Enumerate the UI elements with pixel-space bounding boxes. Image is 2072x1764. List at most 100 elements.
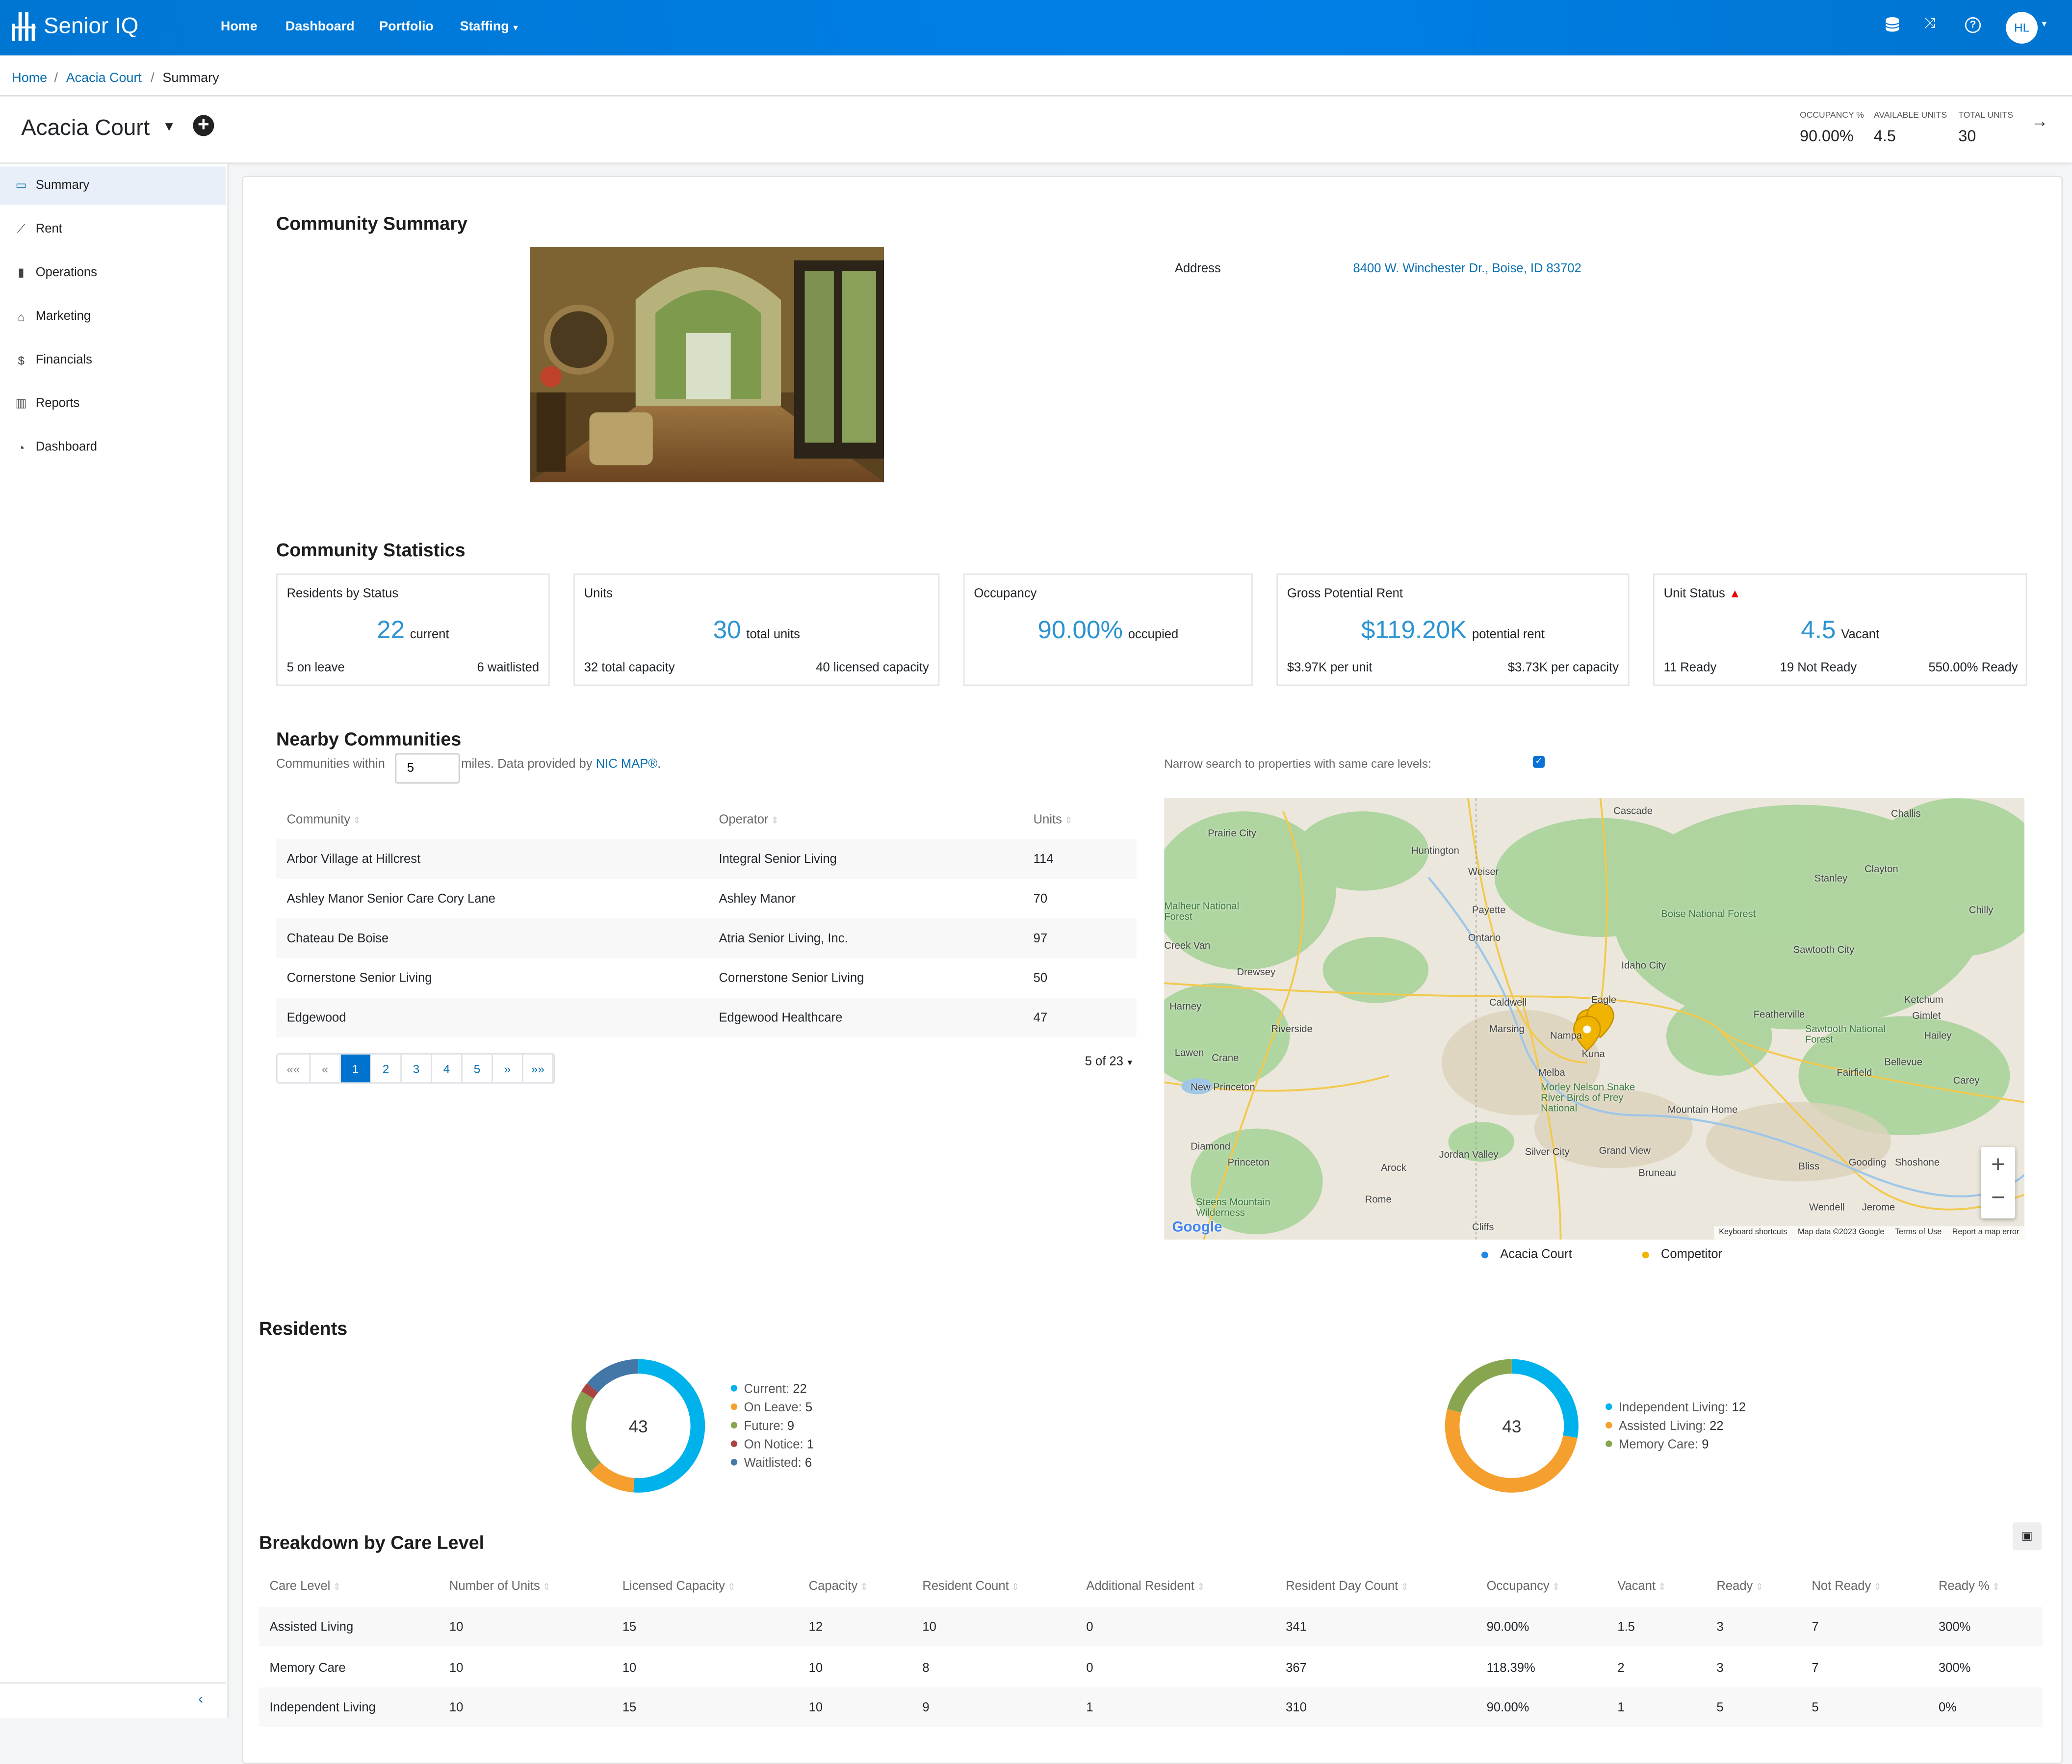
zoom-in-button[interactable]: + — [1991, 1151, 2005, 1178]
column-header-occupancy[interactable]: Occupancy ⇕ — [1487, 1579, 1560, 1594]
column-header-resident-day-count[interactable]: Resident Day Count ⇕ — [1286, 1579, 1408, 1594]
help-icon[interactable]: ? — [1965, 17, 1981, 33]
competitor-pins[interactable] — [1573, 1002, 1614, 1052]
line-chart-icon: ⟋ — [17, 222, 26, 235]
database-icon[interactable] — [1885, 17, 1899, 36]
community-select-caret-icon[interactable]: ▼ — [162, 120, 176, 135]
donut-slice-waitlisted[interactable] — [587, 1359, 639, 1393]
table-row[interactable]: Cornerstone Senior Living Cornerstone Sen… — [276, 958, 1137, 998]
table-row[interactable]: Ashley Manor Senior Care Cory Lane Ashley… — [276, 879, 1137, 918]
donut-slice-memory-care[interactable] — [1447, 1359, 1512, 1413]
breadcrumb-community[interactable]: Acacia Court — [66, 71, 142, 86]
page-button-««[interactable]: «« — [278, 1054, 311, 1083]
table-row[interactable]: Independent Living 10 15 10 9 1 310 90.00% 1 5 5 0% — [259, 1687, 2043, 1727]
table-row[interactable]: Arbor Village at Hillcrest Integral Senio… — [276, 839, 1137, 879]
column-header-resident-count[interactable]: Resident Count ⇕ — [922, 1579, 1019, 1594]
legend-item-memory-care[interactable]: Memory Care: 9 — [1606, 1438, 1746, 1456]
column-header-units[interactable]: Units ⇕ — [1034, 813, 1073, 828]
brand-logo[interactable]: Senior IQ — [12, 12, 138, 41]
table-row[interactable]: Assisted Living 10 15 12 10 0 341 90.00% 1.5 3 7 30… — [259, 1607, 2043, 1647]
column-header-additional-resident[interactable]: Additional Resident ⇕ — [1086, 1579, 1205, 1594]
kpi-total-units-value: 30 — [1958, 127, 1976, 146]
nav-portfolio[interactable]: Portfolio — [379, 20, 434, 35]
table-row[interactable]: Edgewood Edgewood Healthcare 47 — [276, 997, 1137, 1038]
nic-map-link[interactable]: NIC MAP® — [596, 757, 658, 772]
nav-staffing[interactable]: Staffing ▼ — [460, 20, 519, 34]
donut-slice-on-leave[interactable] — [590, 1462, 635, 1493]
page-button-1[interactable]: 1 — [341, 1054, 371, 1083]
arrow-right-icon[interactable]: → — [2031, 111, 2048, 131]
legend-item-future[interactable]: Future: 9 — [730, 1419, 814, 1438]
page-button-2[interactable]: 2 — [371, 1054, 402, 1083]
radius-miles-input[interactable] — [395, 753, 460, 784]
legend-acacia-court: Acacia Court — [1500, 1246, 1572, 1262]
sidebar-item-dashboard[interactable]: ◔ Dashboard — [0, 428, 226, 467]
column-header-ready[interactable]: Ready ⇕ — [1716, 1579, 1763, 1594]
keyboard-shortcuts-link[interactable]: Keyboard shortcuts — [1719, 1229, 1787, 1237]
sort-icon: ⇕ — [1197, 1583, 1205, 1593]
add-circle-icon[interactable]: + — [193, 115, 214, 136]
page-button-3[interactable]: 3 — [402, 1054, 432, 1083]
table-row[interactable]: Chateau De Boise Atria Senior Living, Inc… — [276, 918, 1137, 959]
column-header-vacant[interactable]: Vacant ⇕ — [1617, 1579, 1666, 1594]
page-button-»»[interactable]: »» — [523, 1054, 554, 1083]
column-header-operator[interactable]: Operator ⇕ — [719, 813, 778, 828]
donut-slice-on-notice[interactable] — [581, 1383, 598, 1399]
donut-slice-future[interactable] — [571, 1391, 601, 1473]
nav-dashboard[interactable]: Dashboard — [285, 20, 355, 35]
column-header-capacity[interactable]: Capacity ⇕ — [809, 1579, 868, 1594]
table-row[interactable]: Memory Care 10 10 10 8 0 367 118.39% 2 3 7 300% — [259, 1647, 2043, 1687]
page-button-4[interactable]: 4 — [432, 1054, 463, 1083]
sidebar-item-rent[interactable]: ⟋ Rent — [0, 210, 226, 248]
breadcrumb-home[interactable]: Home — [12, 71, 48, 86]
column-header-not-ready[interactable]: Not Ready ⇕ — [1812, 1579, 1881, 1594]
donut-slice-current[interactable] — [633, 1359, 705, 1493]
legend-item-assisted-living[interactable]: Assisted Living: 22 — [1606, 1419, 1746, 1438]
page-size-select[interactable]: 5 of 23 ▼ — [1085, 1055, 1134, 1069]
legend-item-on-notice[interactable]: On Notice: 1 — [730, 1438, 814, 1456]
collapse-sidebar-chevron-icon[interactable]: ‹ — [198, 1691, 203, 1708]
stat-card-title: Unit Status ▲ — [1664, 587, 1741, 601]
column-header-ready-[interactable]: Ready % ⇕ — [1939, 1579, 2000, 1594]
nav-home[interactable]: Home — [220, 20, 258, 35]
sidebar-item-financials[interactable]: $ Financials — [0, 341, 226, 379]
page-button-«[interactable]: « — [311, 1054, 341, 1083]
shuffle-icon[interactable]: ⤨ — [1924, 16, 1936, 32]
user-avatar[interactable]: HL — [2006, 12, 2038, 44]
sidebar-item-operations[interactable]: ▮ Operations — [0, 254, 226, 292]
sidebar-item-reports[interactable]: ▥ Reports — [0, 385, 226, 423]
map-label: Creek Van — [1164, 939, 1211, 952]
report-map-error-link[interactable]: Report a map error — [1952, 1229, 2020, 1237]
table-cell: 10 — [622, 1660, 637, 1675]
donut-slice-independent-living[interactable] — [1511, 1359, 1579, 1438]
legend-item-waitlisted[interactable]: Waitlisted: 6 — [730, 1456, 814, 1475]
terms-of-use-link[interactable]: Terms of Use — [1894, 1229, 1942, 1237]
column-header-number-of-units[interactable]: Number of Units ⇕ — [449, 1579, 550, 1594]
legend-value: 9 — [1702, 1437, 1709, 1453]
column-header-care-level[interactable]: Care Level ⇕ — [270, 1579, 341, 1594]
legend-item-current[interactable]: Current: 22 — [730, 1382, 814, 1401]
address-link[interactable]: 8400 W. Winchester Dr., Boise, ID 83702 — [1353, 261, 1581, 277]
sidebar-item-summary[interactable]: ▭ Summary — [0, 166, 226, 205]
map-label: Payette — [1472, 904, 1506, 916]
page-button-»[interactable]: » — [493, 1054, 523, 1083]
legend-item-on-leave[interactable]: On Leave: 5 — [730, 1401, 814, 1420]
legend-item-independent-living[interactable]: Independent Living: 12 — [1606, 1401, 1746, 1420]
export-excel-icon[interactable]: ▣ — [2012, 1522, 2042, 1550]
page-button-5[interactable]: 5 — [463, 1054, 493, 1083]
column-header-label: Licensed Capacity — [622, 1579, 725, 1594]
column-header-label: Operator — [719, 812, 769, 828]
stat-card-value: $119.20K potential rent — [1278, 617, 1628, 646]
user-menu-caret-icon[interactable]: ▼ — [2040, 21, 2048, 29]
narrow-search-checkbox[interactable]: ✓ — [1532, 755, 1545, 768]
donut-slice-assisted-living[interactable] — [1445, 1409, 1578, 1493]
stat-card-number: 4.5 — [1801, 617, 1836, 645]
column-header-licensed-capacity[interactable]: Licensed Capacity ⇕ — [622, 1579, 735, 1594]
sidebar-item-marketing[interactable]: ⌂ Marketing — [0, 297, 226, 336]
residents-status-legend: Current: 22 On Leave: 5 Future: 9 On Notice… — [730, 1382, 814, 1475]
nearby-map[interactable]: + − Keyboard shortcuts Map data ©2023 Go… — [1164, 798, 2025, 1240]
table-cell: Ashley Manor Senior Care Cory Lane — [286, 892, 495, 907]
column-header-community[interactable]: Community ⇕ — [287, 813, 361, 828]
zoom-out-button[interactable]: − — [1991, 1184, 2005, 1211]
warning-icon[interactable]: ▲ — [1729, 587, 1741, 600]
